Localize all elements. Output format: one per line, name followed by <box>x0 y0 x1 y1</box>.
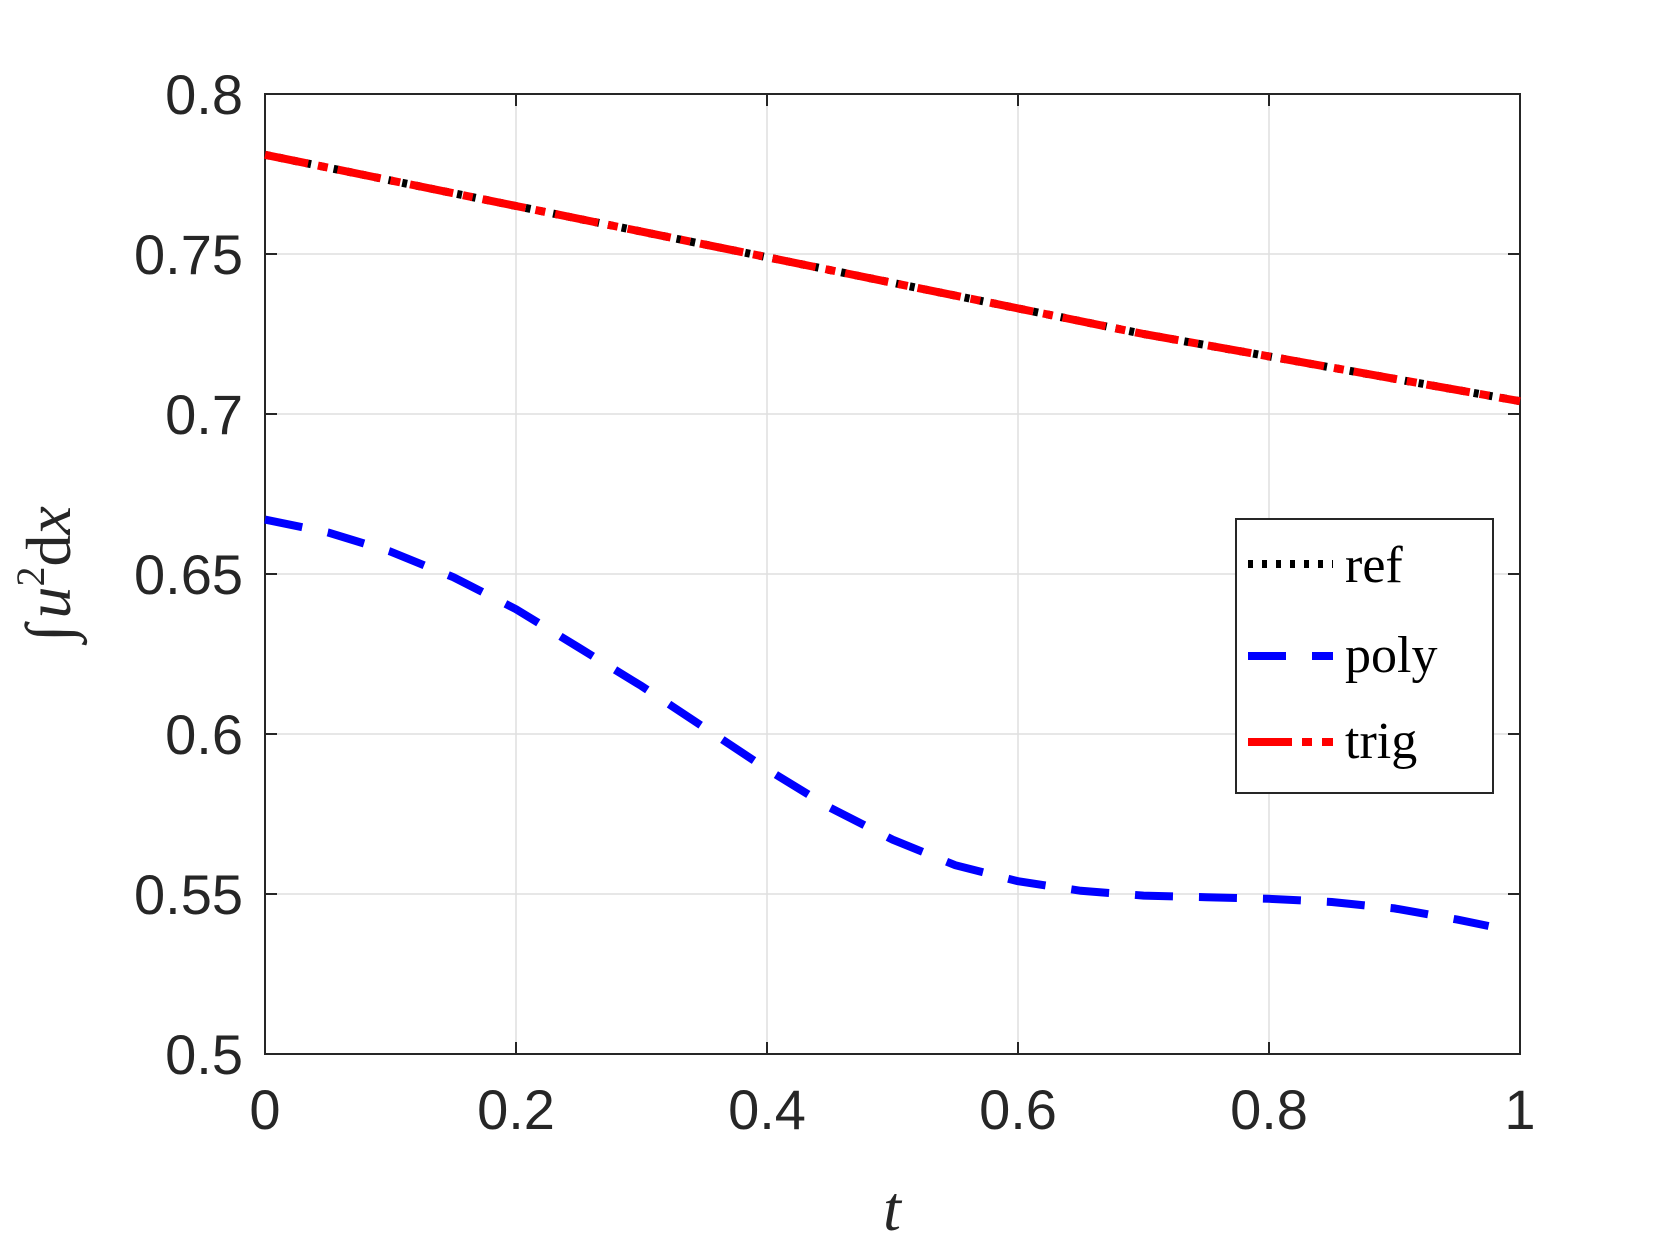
series-line-poly <box>264 515 1490 930</box>
y-axis-label-x: x <box>13 506 84 535</box>
y-tick-label: 0.8 <box>165 63 243 126</box>
x-axis-label: t <box>883 1173 903 1244</box>
legend-label-trig: trig <box>1345 713 1417 770</box>
legend-label-ref: ref <box>1345 537 1403 594</box>
x-tick-label: 0.4 <box>728 1078 806 1141</box>
y-axis-label-var: u <box>13 586 84 618</box>
y-axis-label-d: d <box>13 534 84 566</box>
legend: ref poly trig <box>1235 518 1494 794</box>
x-tick-label: 0.8 <box>1230 1078 1308 1141</box>
y-tick-label: 0.5 <box>165 1023 243 1086</box>
y-axis-label-power: 2 <box>8 566 53 586</box>
x-tick-label: 0.6 <box>979 1078 1057 1141</box>
y-axis-label: ∫ u2dx <box>8 506 88 646</box>
y-tick-label: 0.6 <box>165 703 243 766</box>
y-tick-label: 0.55 <box>134 863 243 926</box>
series-layer <box>264 150 1521 930</box>
y-tick-label: 0.75 <box>134 223 243 286</box>
y-tick-label: 0.7 <box>165 383 243 446</box>
y-axis-label-integral: ∫ <box>13 621 88 646</box>
x-tick-labels: 0 0.2 0.4 0.6 0.8 1 <box>249 1078 1535 1141</box>
x-tick-label: 0 <box>249 1078 280 1141</box>
tick-marks <box>264 93 1521 1055</box>
y-tick-label: 0.65 <box>134 543 243 606</box>
y-tick-labels: 0.5 0.55 0.6 0.65 0.7 0.75 0.8 <box>134 63 243 1086</box>
legend-label-poly: poly <box>1345 627 1437 684</box>
x-tick-label: 0.2 <box>477 1078 555 1141</box>
series-line-trig <box>264 150 1521 406</box>
x-tick-label: 1 <box>1504 1078 1535 1141</box>
svg-text:∫u2dx: ∫ u2dx <box>8 506 88 646</box>
